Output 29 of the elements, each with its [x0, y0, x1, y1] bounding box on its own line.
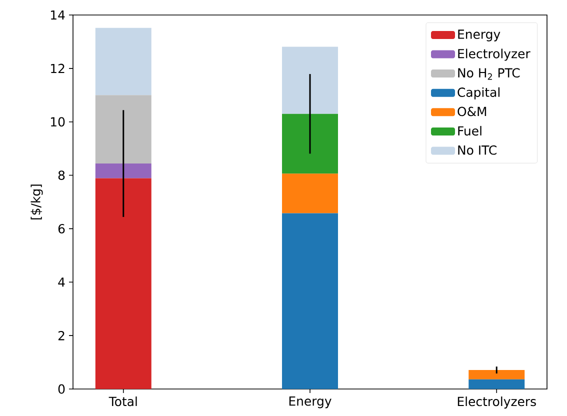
bar [468, 379, 525, 389]
legend-label: No H$_{2}$ PTC [458, 68, 520, 80]
legend-label: Fuel [458, 126, 482, 136]
y-tick-label: 4 [58, 278, 65, 287]
legend-label: Electrolyzer [458, 48, 530, 61]
bar [468, 370, 525, 380]
bar [95, 28, 152, 96]
legend-label: Energy [458, 30, 500, 42]
legend-label: O&M [458, 106, 486, 116]
y-tick-label: 8 [58, 170, 65, 180]
x-tick-label: Total [108, 396, 137, 406]
x-tick-label: Electrolyzers [458, 396, 536, 409]
bar [282, 114, 338, 174]
x-tick-label: Energy [289, 396, 332, 408]
y-tick-label: 6 [58, 224, 65, 234]
y-tick-label: 14 [51, 10, 65, 20]
legend-label: Capital [458, 87, 500, 100]
bar [95, 95, 152, 164]
y-axis-title: [$/kg] [30, 184, 43, 220]
bar [95, 164, 152, 178]
y-tick-label: 10 [51, 117, 65, 127]
y-tick-label: 0 [58, 384, 65, 394]
y-tick-label: 12 [51, 64, 64, 74]
bar [282, 46, 338, 114]
y-tick-label: 2 [58, 330, 64, 340]
bar [282, 213, 338, 389]
bar [95, 178, 152, 389]
legend-label: No ITC [458, 145, 496, 155]
bar [282, 174, 338, 214]
